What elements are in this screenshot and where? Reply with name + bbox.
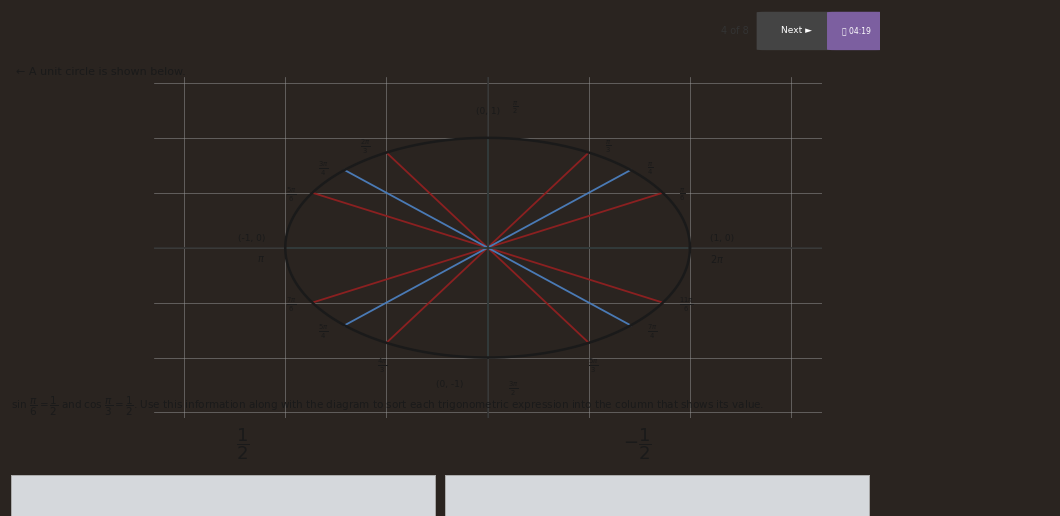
Text: $\frac{\pi}{6}$: $\frac{\pi}{6}$ xyxy=(679,186,686,203)
Text: ← A unit circle is shown below.: ← A unit circle is shown below. xyxy=(16,67,185,77)
Text: $\frac{4\pi}{3}$: $\frac{4\pi}{3}$ xyxy=(377,357,388,375)
Text: $-\dfrac{1}{2}$: $-\dfrac{1}{2}$ xyxy=(623,426,652,462)
FancyBboxPatch shape xyxy=(757,12,835,50)
Text: $\frac{7\pi}{4}$: $\frac{7\pi}{4}$ xyxy=(647,323,657,341)
Text: $\frac{\pi}{3}$: $\frac{\pi}{3}$ xyxy=(605,139,612,155)
Text: Next ►: Next ► xyxy=(781,26,812,36)
Text: (1, 0): (1, 0) xyxy=(710,234,735,244)
Text: $\frac{\pi}{4}$: $\frac{\pi}{4}$ xyxy=(647,160,653,178)
Text: $\frac{2\pi}{3}$: $\frac{2\pi}{3}$ xyxy=(359,138,370,156)
Text: $2\pi$: $2\pi$ xyxy=(710,253,724,265)
Text: $\frac{5\pi}{4}$: $\frac{5\pi}{4}$ xyxy=(318,323,329,341)
Text: $\frac{\pi}{2}$: $\frac{\pi}{2}$ xyxy=(512,99,518,116)
Text: ⏱ 04:19: ⏱ 04:19 xyxy=(842,26,870,36)
Text: $\sin\,\dfrac{\pi}{6} = \dfrac{1}{2}$ and $\cos\,\dfrac{\pi}{3} = \dfrac{1}{2}$.: $\sin\,\dfrac{\pi}{6} = \dfrac{1}{2}$ an… xyxy=(11,395,764,418)
Text: 4 of 8: 4 of 8 xyxy=(722,26,749,36)
Text: (0, 1): (0, 1) xyxy=(476,107,499,116)
Text: $\dfrac{1}{2}$: $\dfrac{1}{2}$ xyxy=(235,426,249,462)
Text: $\frac{3\pi}{4}$: $\frac{3\pi}{4}$ xyxy=(318,160,329,178)
Text: $\pi$: $\pi$ xyxy=(257,254,265,264)
Text: $\frac{11\pi}{6}$: $\frac{11\pi}{6}$ xyxy=(679,296,694,314)
FancyBboxPatch shape xyxy=(827,12,884,50)
Text: $\frac{5\pi}{6}$: $\frac{5\pi}{6}$ xyxy=(285,186,296,204)
Text: (0, -1): (0, -1) xyxy=(436,379,463,389)
Text: $\frac{7\pi}{6}$: $\frac{7\pi}{6}$ xyxy=(285,296,296,314)
Text: (-1, 0): (-1, 0) xyxy=(237,234,265,244)
Text: $\frac{5\pi}{3}$: $\frac{5\pi}{3}$ xyxy=(587,357,598,375)
Text: $\frac{3\pi}{2}$: $\frac{3\pi}{2}$ xyxy=(508,379,518,398)
